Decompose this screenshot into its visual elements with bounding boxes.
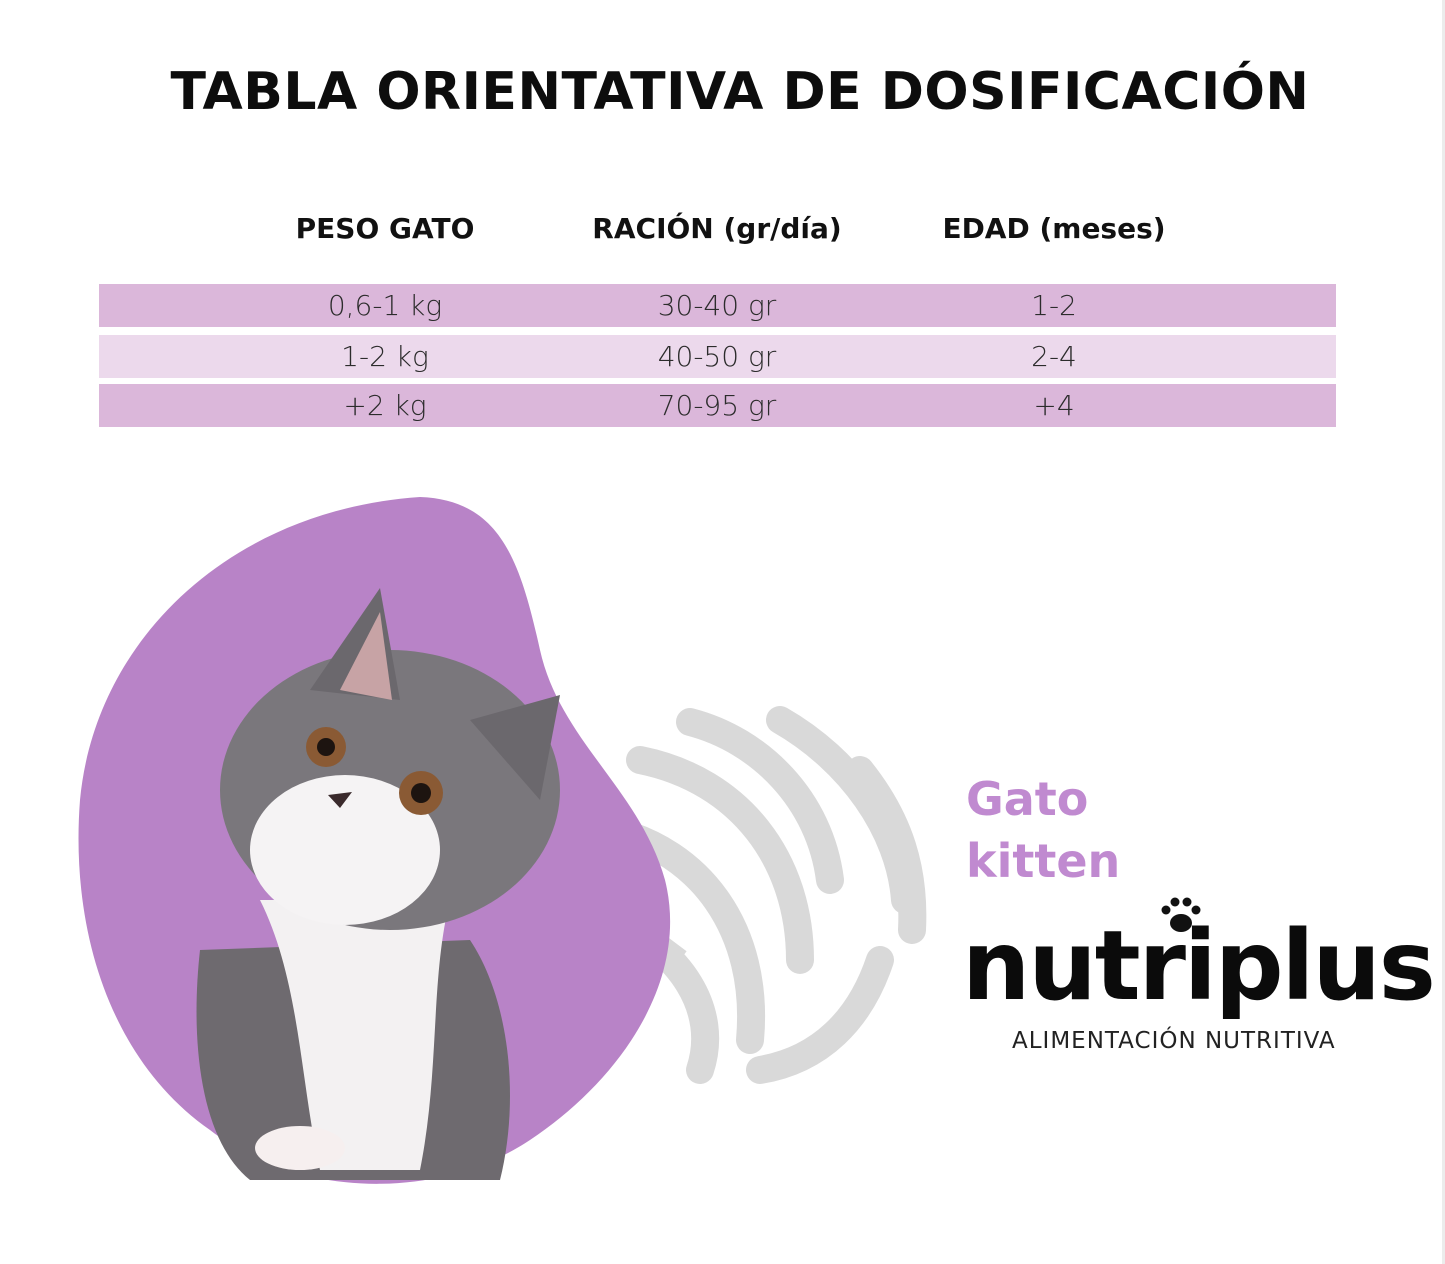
brand-logo-text: nutriplus bbox=[962, 910, 1436, 1022]
cell-edad: +4 bbox=[1033, 389, 1075, 422]
page-edge bbox=[1442, 0, 1445, 1264]
cell-racion: 30-40 gr bbox=[657, 289, 777, 322]
table-row: 0,6-1 kg 30-40 gr 1-2 bbox=[99, 284, 1336, 327]
variant-line-2: kitten bbox=[966, 834, 1121, 888]
cell-peso: 1-2 kg bbox=[341, 340, 429, 373]
brand-tagline: ALIMENTACIÓN NUTRITIVA bbox=[1012, 1028, 1336, 1054]
variant-line-1: Gato bbox=[966, 772, 1089, 826]
header-peso: PESO GATO bbox=[295, 212, 475, 245]
product-variant: Gato kitten bbox=[966, 768, 1120, 892]
kitten-image bbox=[196, 588, 560, 1180]
cell-edad: 2-4 bbox=[1031, 340, 1077, 373]
cell-edad: 1-2 bbox=[1031, 289, 1077, 322]
cell-peso: +2 kg bbox=[343, 389, 427, 422]
paw-icon bbox=[1161, 897, 1201, 932]
cell-racion: 70-95 gr bbox=[657, 389, 777, 422]
table-row: +2 kg 70-95 gr +4 bbox=[99, 384, 1336, 427]
kitten-illustration bbox=[78, 497, 927, 1184]
header-edad: EDAD (meses) bbox=[942, 212, 1166, 245]
table-row: 1-2 kg 40-50 gr 2-4 bbox=[99, 335, 1336, 378]
header-racion: RACIÓN (gr/día) bbox=[592, 212, 842, 245]
cell-peso: 0,6-1 kg bbox=[327, 289, 443, 322]
page-title: TABLA ORIENTATIVA DE DOSIFICACIÓN bbox=[170, 62, 1310, 122]
cell-racion: 40-50 gr bbox=[657, 340, 777, 373]
